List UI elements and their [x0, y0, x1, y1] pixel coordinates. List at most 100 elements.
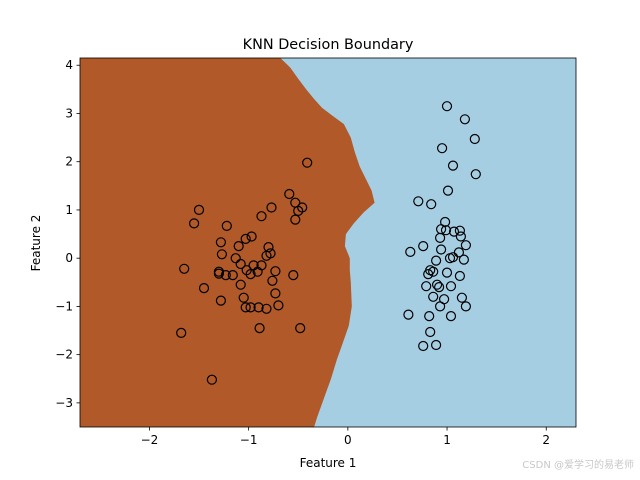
x-tick-label: −2 — [141, 433, 159, 447]
data-point-class-a — [253, 302, 264, 313]
data-point-class-a — [261, 303, 272, 314]
x-axis: −2 −1 0 1 2 — [141, 427, 550, 447]
data-point-class-a — [273, 300, 284, 311]
data-point-class-b — [436, 244, 447, 255]
data-point-class-a — [213, 266, 224, 277]
data-point-class-b — [428, 291, 439, 302]
region-class-a — [80, 58, 375, 427]
data-point-class-a — [215, 295, 226, 306]
y-tick-label: 3 — [65, 106, 73, 120]
y-tick-label: 0 — [65, 251, 73, 265]
data-point-class-b — [437, 143, 448, 154]
data-point-class-b — [413, 196, 424, 207]
data-point-class-a — [179, 263, 190, 274]
data-point-class-b — [421, 281, 432, 292]
x-tick-label: 1 — [443, 433, 451, 447]
data-point-class-b — [460, 301, 471, 312]
data-point-class-b — [458, 254, 469, 265]
data-point-class-a — [238, 292, 249, 303]
plot-area — [79, 57, 577, 428]
data-point-class-b — [456, 292, 467, 303]
data-point-class-a — [270, 288, 281, 299]
data-point-class-a — [240, 233, 251, 244]
data-point-class-a — [254, 323, 265, 334]
data-point-class-b — [418, 340, 429, 352]
y-tick-label: −2 — [55, 348, 73, 362]
data-point-class-a — [206, 374, 217, 385]
data-point-class-b — [432, 279, 443, 290]
data-point-class-b — [428, 266, 439, 277]
data-point-class-a — [189, 218, 200, 229]
data-point-class-a — [235, 279, 246, 290]
y-tick-label: 2 — [65, 155, 73, 169]
data-point-class-a — [227, 270, 238, 281]
data-point-class-a — [176, 327, 187, 338]
data-point-class-a — [245, 302, 256, 313]
data-point-class-b — [447, 160, 459, 171]
y-tick-label: 1 — [65, 203, 73, 217]
data-point-class-a — [284, 188, 295, 200]
data-point-class-a — [245, 269, 256, 280]
data-point-class-b — [435, 232, 446, 243]
data-point-class-a — [216, 249, 227, 260]
data-point-class-b — [454, 270, 465, 282]
data-point-class-a — [256, 260, 267, 271]
data-point-class-a — [246, 231, 257, 242]
x-tick-label: 2 — [542, 433, 550, 447]
data-point-class-b — [431, 339, 442, 351]
data-point-class-a — [302, 157, 313, 168]
data-point-class-b — [459, 114, 470, 125]
data-point-class-b — [423, 269, 434, 280]
data-point-class-a — [295, 323, 306, 334]
data-point-class-a — [256, 211, 267, 222]
plot-frame — [79, 57, 577, 428]
data-point-class-b — [447, 252, 459, 263]
data-point-class-a — [240, 302, 251, 313]
data-point-class-b — [405, 246, 416, 257]
y-axis: −3 −2 −1 0 1 2 3 4 — [55, 58, 80, 410]
data-point-class-b — [441, 101, 453, 112]
data-point-class-a — [290, 214, 301, 225]
x-tick-label: 0 — [344, 433, 352, 447]
data-point-class-b — [470, 169, 481, 180]
data-point-class-b — [469, 133, 480, 145]
data-point-class-b — [455, 231, 466, 242]
x-axis-title: Feature 1 — [300, 456, 357, 470]
data-point-class-a — [297, 202, 308, 213]
data-point-class-b — [431, 255, 442, 266]
data-point-class-b — [424, 311, 435, 322]
data-point-class-b — [441, 267, 453, 278]
data-point-class-b — [425, 326, 436, 338]
data-point-class-a — [265, 248, 276, 259]
data-point-class-b — [403, 309, 414, 320]
y-tick-label: −1 — [55, 299, 73, 313]
data-point-class-b — [454, 225, 465, 236]
chart-title: KNN Decision Boundary — [243, 37, 414, 53]
data-point-class-b — [445, 311, 457, 322]
data-point-class-a — [230, 253, 241, 264]
data-point-class-a — [266, 202, 277, 213]
y-axis-title: Feature 2 — [29, 215, 43, 272]
data-point-class-b — [434, 282, 445, 293]
x-tick-label: −1 — [240, 433, 258, 447]
watermark: CSDN @爱学习的易老师 — [522, 460, 634, 471]
data-point-class-a — [215, 237, 226, 248]
data-point-class-a — [267, 275, 278, 286]
data-point-class-b — [435, 301, 446, 312]
data-point-class-b — [418, 241, 429, 252]
data-point-class-b — [460, 240, 471, 251]
data-point-class-a — [221, 220, 232, 231]
data-point-class-a — [235, 258, 246, 270]
data-point-class-b — [426, 199, 437, 210]
y-tick-label: −3 — [55, 396, 73, 410]
data-point-class-a — [233, 241, 244, 252]
data-point-class-b — [445, 281, 457, 292]
data-point-class-b — [448, 226, 460, 237]
data-point-class-b — [442, 185, 454, 196]
data-point-class-b — [440, 225, 452, 236]
data-point-class-a — [270, 266, 281, 277]
data-point-class-a — [193, 204, 205, 215]
data-point-class-a — [198, 283, 210, 294]
y-tick-label: 4 — [65, 58, 73, 72]
